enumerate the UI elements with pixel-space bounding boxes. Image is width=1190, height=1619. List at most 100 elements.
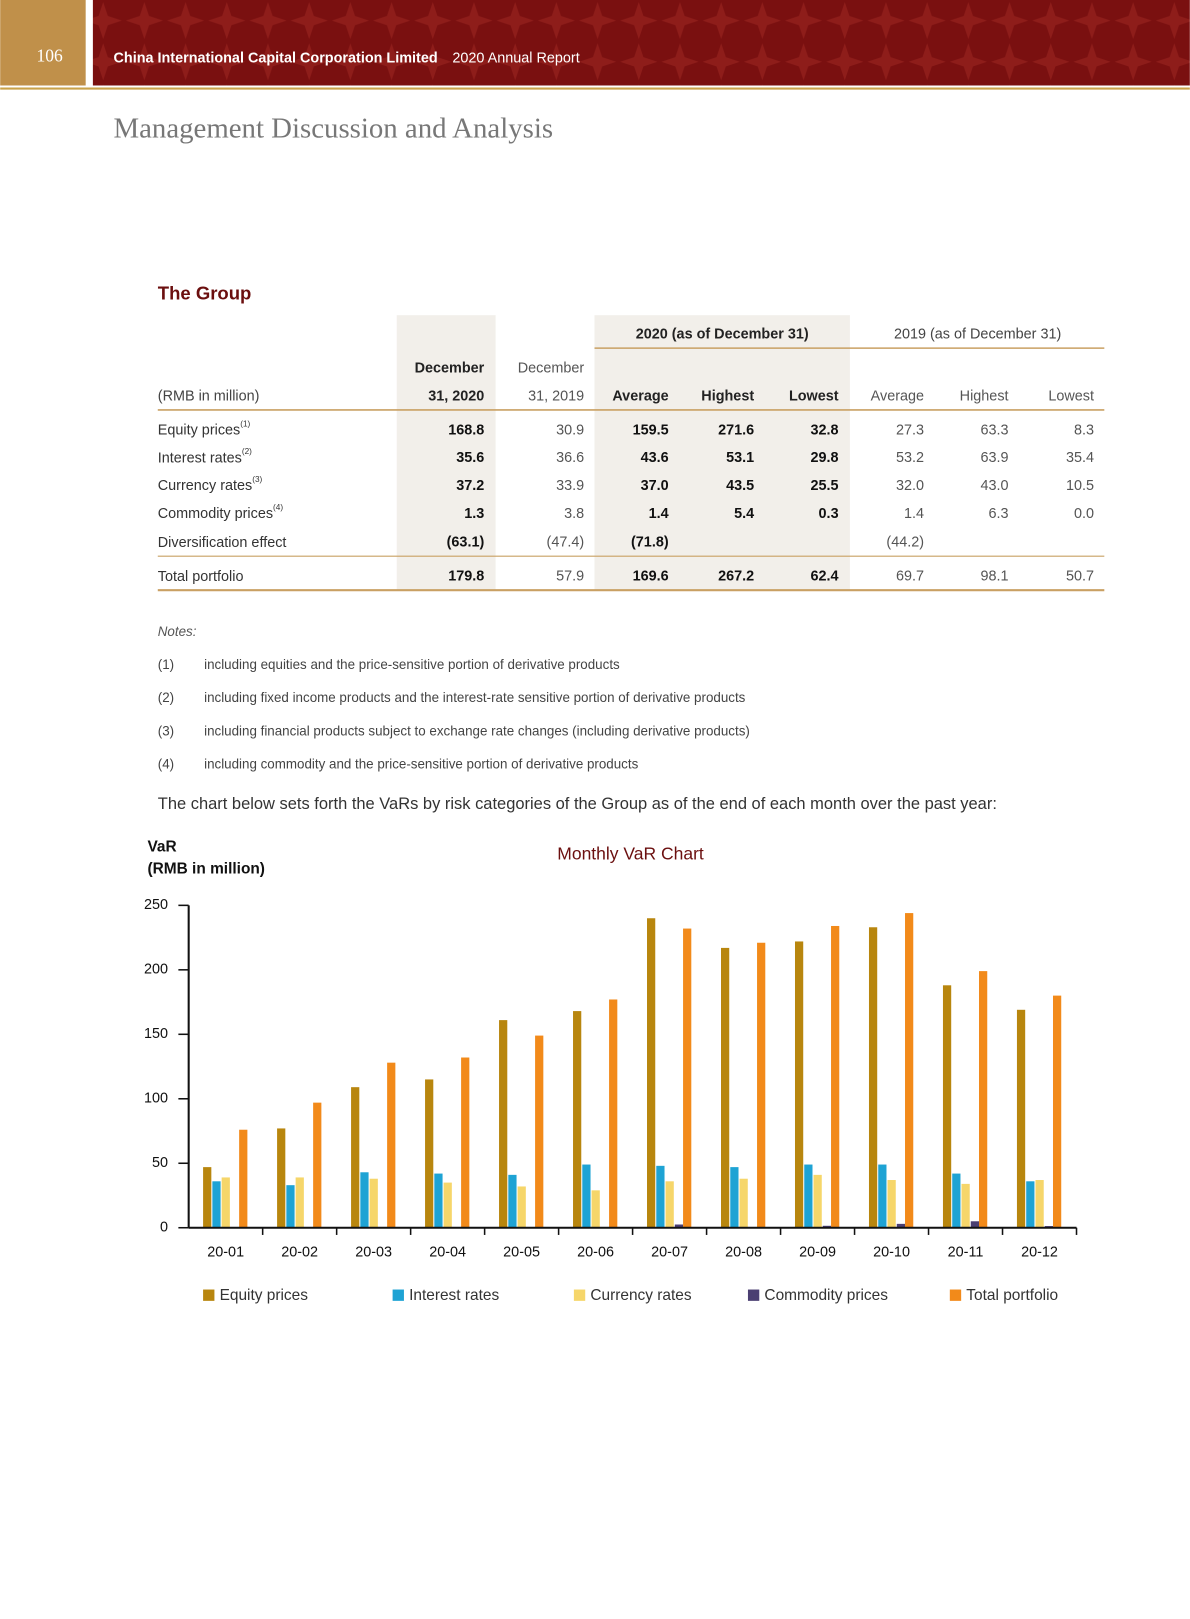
column-header: Average: [612, 388, 668, 404]
legend-swatch: [747, 1289, 760, 1301]
row-label-text: Diversification effect: [158, 535, 287, 551]
column-header: Highest: [960, 388, 1009, 404]
legend-label: Equity prices: [220, 1287, 309, 1304]
bar: [461, 1057, 470, 1228]
bar: [961, 1183, 970, 1228]
note-text: including equities and the price-sensiti…: [204, 657, 620, 672]
table-cell: 53.1: [726, 450, 754, 466]
bar: [221, 1177, 230, 1228]
bar: [351, 1087, 360, 1228]
table-cell: 63.9: [980, 450, 1008, 466]
bar: [739, 1178, 748, 1228]
column-header: Average: [871, 388, 924, 404]
table-cell: 57.9: [556, 569, 584, 585]
table-title: The Group: [158, 282, 252, 303]
row-label-text: Commodity prices: [158, 506, 273, 522]
x-tick-label: 20-10: [873, 1244, 910, 1260]
y-axis-label: VaR: [147, 839, 176, 856]
bar: [674, 1224, 684, 1228]
bar: [286, 1185, 295, 1228]
bar: [239, 1129, 248, 1228]
bar: [813, 1174, 822, 1228]
bar: [683, 928, 692, 1228]
bar: [508, 1174, 517, 1228]
x-tick-label: 20-02: [281, 1244, 318, 1260]
bar: [313, 1102, 322, 1228]
table-cell: 98.1: [980, 569, 1008, 585]
table-cell: 37.2: [456, 478, 484, 494]
table-cell: 6.3: [989, 506, 1009, 522]
column-header: Highest: [701, 388, 754, 404]
table-cell: 32.0: [896, 478, 924, 494]
chart-title: Monthly VaR Chart: [557, 844, 704, 864]
bar: [535, 1035, 544, 1228]
table-cell: (63.1): [447, 535, 485, 551]
x-tick-label: 20-06: [577, 1244, 614, 1260]
legend-label: Currency rates: [590, 1287, 692, 1304]
column-header: (RMB in million): [158, 388, 260, 404]
bar: [794, 941, 804, 1228]
paragraph: The chart below sets forth the VaRs by r…: [158, 795, 997, 813]
bar: [203, 1167, 212, 1228]
table-cell: 0.0: [1074, 506, 1094, 522]
table-cell: 1.4: [904, 506, 924, 522]
bar: [295, 1177, 304, 1228]
page-number-box: [0, 0, 86, 86]
table-cell: 69.7: [896, 569, 924, 585]
shade: [594, 315, 850, 591]
bar: [905, 913, 914, 1228]
legend-label: Commodity prices: [764, 1287, 888, 1304]
bar: [582, 1164, 591, 1228]
bar: [970, 1221, 980, 1228]
chart: VaR (RMB in million) Monthly VaR Chart 0 50 1…: [144, 839, 1078, 1304]
row-label: Interest rates(2): [158, 447, 252, 466]
note-text: including fixed income products and the …: [204, 690, 746, 705]
table-cell: 3.8: [564, 506, 584, 522]
table-cell: 169.6: [633, 569, 669, 585]
table-cell: 62.4: [811, 569, 839, 585]
table-cell: 33.9: [556, 478, 584, 494]
legend-label: Total portfolio: [966, 1287, 1058, 1304]
legend-swatch: [392, 1289, 404, 1301]
row-label-text: Equity prices: [158, 422, 240, 438]
y-tick-label: 250: [144, 897, 168, 913]
row-label: Equity prices(1): [158, 420, 251, 439]
footnote-ref: (3): [252, 475, 262, 484]
table-cell: 43.6: [641, 450, 669, 466]
note-text: including financial products subject to …: [204, 723, 750, 738]
row-label-text: Total portfolio: [158, 569, 244, 585]
notes-label: Notes:: [158, 624, 197, 639]
bar: [952, 1173, 961, 1228]
x-tick-label: 20-05: [503, 1244, 540, 1260]
table-cell: (44.2): [886, 535, 924, 551]
table-cell: 35.4: [1066, 450, 1094, 466]
column-header: 31, 2020: [428, 388, 484, 404]
legend-swatch: [203, 1289, 215, 1301]
x-tick-label: 20-12: [1021, 1244, 1058, 1260]
table-cell: 43.0: [980, 478, 1008, 494]
x-tick-label: 20-11: [948, 1244, 984, 1260]
page-number: 106: [37, 46, 64, 66]
report-name: 2020 Annual Report: [452, 51, 579, 67]
table-cell: 179.8: [448, 569, 484, 585]
bar: [1016, 1009, 1026, 1228]
bar: [609, 999, 618, 1228]
bar: [277, 1128, 286, 1228]
shade: [396, 315, 496, 591]
group-header: 2020 (as of December 31): [636, 327, 809, 343]
y-tick-label: 0: [160, 1220, 168, 1236]
bar: [896, 1223, 906, 1228]
header-band: [92, 0, 1190, 86]
bar: [360, 1172, 369, 1228]
table-cell: (71.8): [631, 535, 669, 551]
row-label: Diversification effect: [158, 535, 287, 551]
y-tick-label: 100: [144, 1091, 168, 1107]
row-label: Commodity prices(4): [158, 503, 284, 522]
bar: [804, 1164, 813, 1228]
company-name: China International Capital Corporation …: [113, 51, 437, 67]
table-cell: 0.3: [819, 506, 839, 522]
x-tick-label: 20-01: [207, 1244, 244, 1260]
table-cell: (47.4): [547, 535, 585, 551]
